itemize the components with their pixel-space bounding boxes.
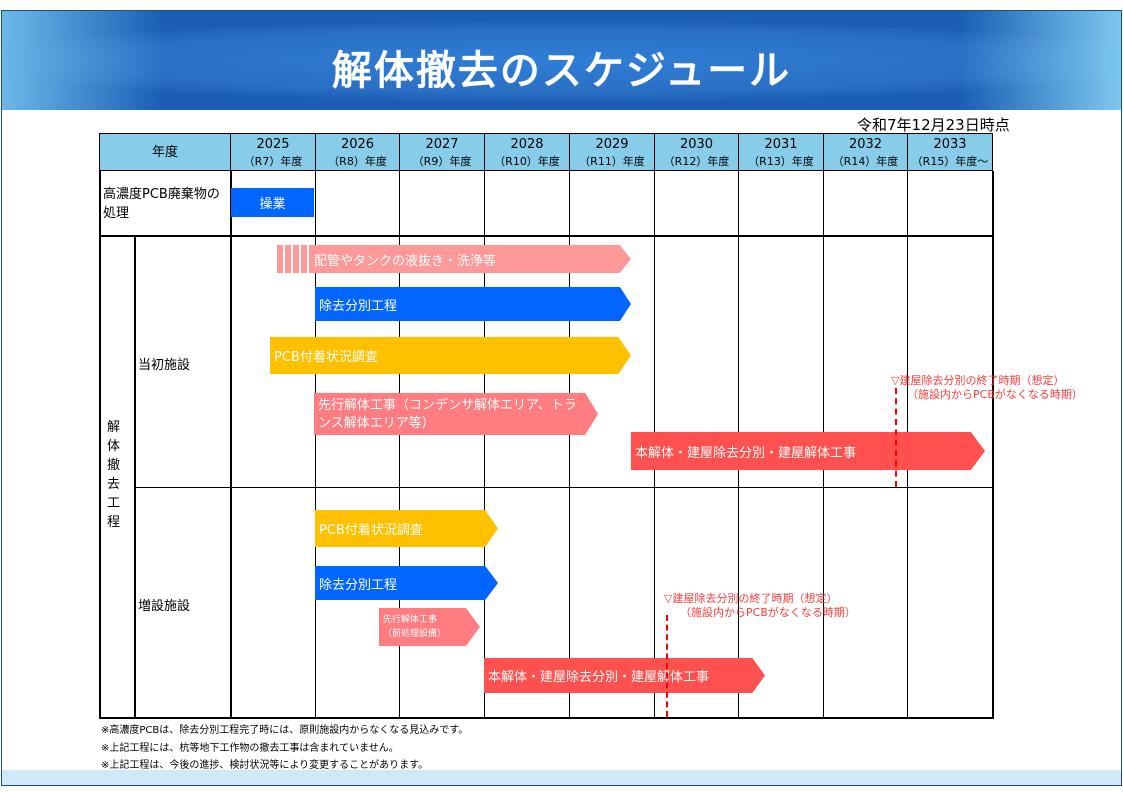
bar-orig-drain: 配管やタンクの液抜き・洗浄等 — [310, 245, 631, 273]
bar-stripes — [277, 245, 310, 273]
bar-label: 先行解体工事 — [383, 615, 438, 625]
note: ※上記工程には、杭等地下工作物の撤去工事は含まれていません。 — [101, 743, 399, 754]
bar-label: 先行解体工事（コンデンサ解体エリア、トランス解体エリア等） — [318, 398, 577, 431]
grid-line — [399, 171, 400, 718]
bar-operation: 操業 — [231, 188, 314, 217]
row-label-original: 当初施設 — [138, 358, 191, 373]
grid-line — [99, 171, 101, 718]
title-banner — [2, 11, 1121, 110]
header-year-7: 2032 （R14）年度 — [823, 133, 908, 171]
bar-exp-pre: 先行解体工事 （前処理設備） — [379, 608, 480, 646]
bar-label: 除去分別工程 — [319, 577, 398, 593]
end-marker-line — [666, 615, 668, 717]
bar-orig-pre: 先行解体工事（コンデンサ解体エリア、トランス解体エリア等） — [314, 393, 598, 435]
header-year-0: 2025 （R7）年度 — [230, 133, 316, 171]
page-title: 解体撤去のスケジュール — [331, 48, 792, 94]
header-year-3: 2028 （R10）年度 — [484, 133, 570, 171]
header-year-label: 年度 — [99, 133, 231, 171]
bar-label: PCB付着状況調査 — [319, 523, 423, 538]
end-marker-line — [895, 388, 897, 487]
bar-label: 本解体・建屋除去分別・建屋解体工事 — [488, 670, 710, 685]
note: ※上記工程は、今後の進捗、検討状況等により変更することがあります。 — [101, 760, 429, 771]
grid-line — [315, 171, 316, 718]
as-of-date: 令和7年12月23日時点 — [857, 116, 1010, 134]
header-year-2: 2027 （R9）年度 — [399, 133, 485, 171]
grid-line — [569, 171, 570, 718]
bar-exp-survey: PCB付着状況調査 — [315, 510, 498, 547]
grid-line — [230, 171, 232, 718]
bar-orig-main: 本解体・建屋除去分別・建屋解体工事 — [631, 432, 985, 470]
grid-line — [992, 171, 994, 718]
bar-label: 操業 — [259, 197, 286, 212]
bar-exp-sort: 除去分別工程 — [315, 566, 498, 600]
header-year-8: 2033 （R15）年度～ — [907, 133, 993, 171]
header-year-1: 2026 （R8）年度 — [315, 133, 400, 171]
header-year-4: 2029 （R11）年度 — [569, 133, 655, 171]
bar-label: 配管やタンクの液抜き・洗浄等 — [314, 253, 497, 269]
header-year-5: 2030 （R12）年度 — [654, 133, 739, 171]
end-annotation-expansion: ▽建屋除去分別の終了時期（想定） （施設内からPCBがなくなる時期） — [664, 592, 856, 619]
bar-exp-main: 本解体・建屋除去分別・建屋解体工事 — [484, 658, 765, 693]
page-frame — [1, 10, 1122, 786]
footer-strip — [2, 770, 1121, 785]
row-label-expansion: 増設施設 — [138, 599, 191, 614]
row-label-group: 解体撤去工程 — [107, 420, 121, 530]
grid-line — [99, 235, 993, 237]
bar-orig-sort: 除去分別工程 — [315, 287, 631, 321]
bar-label: （前処理設備） — [383, 629, 447, 639]
grid-line — [99, 717, 994, 719]
note: ※高濃度PCBは、除去分別工程完了時には、原則施設内からなくなる見込みです。 — [101, 725, 469, 736]
end-annotation-original: ▽建屋除去分別の終了時期（想定） （施設内からPCBがなくなる時期） — [891, 374, 1083, 401]
grid-line — [484, 171, 485, 718]
bar-label: 本解体・建屋除去分別・建屋解体工事 — [635, 445, 857, 461]
bar-label: PCB付着状況調査 — [274, 350, 378, 365]
row-label-pcb: 高濃度PCB廃棄物の処理 — [103, 187, 220, 221]
bar-orig-survey: PCB付着状況調査 — [270, 337, 631, 374]
grid-line — [134, 236, 136, 718]
bar-label: 除去分別工程 — [319, 298, 398, 314]
header-year-6: 2031 （R13）年度 — [738, 133, 824, 171]
grid-line — [134, 487, 993, 488]
